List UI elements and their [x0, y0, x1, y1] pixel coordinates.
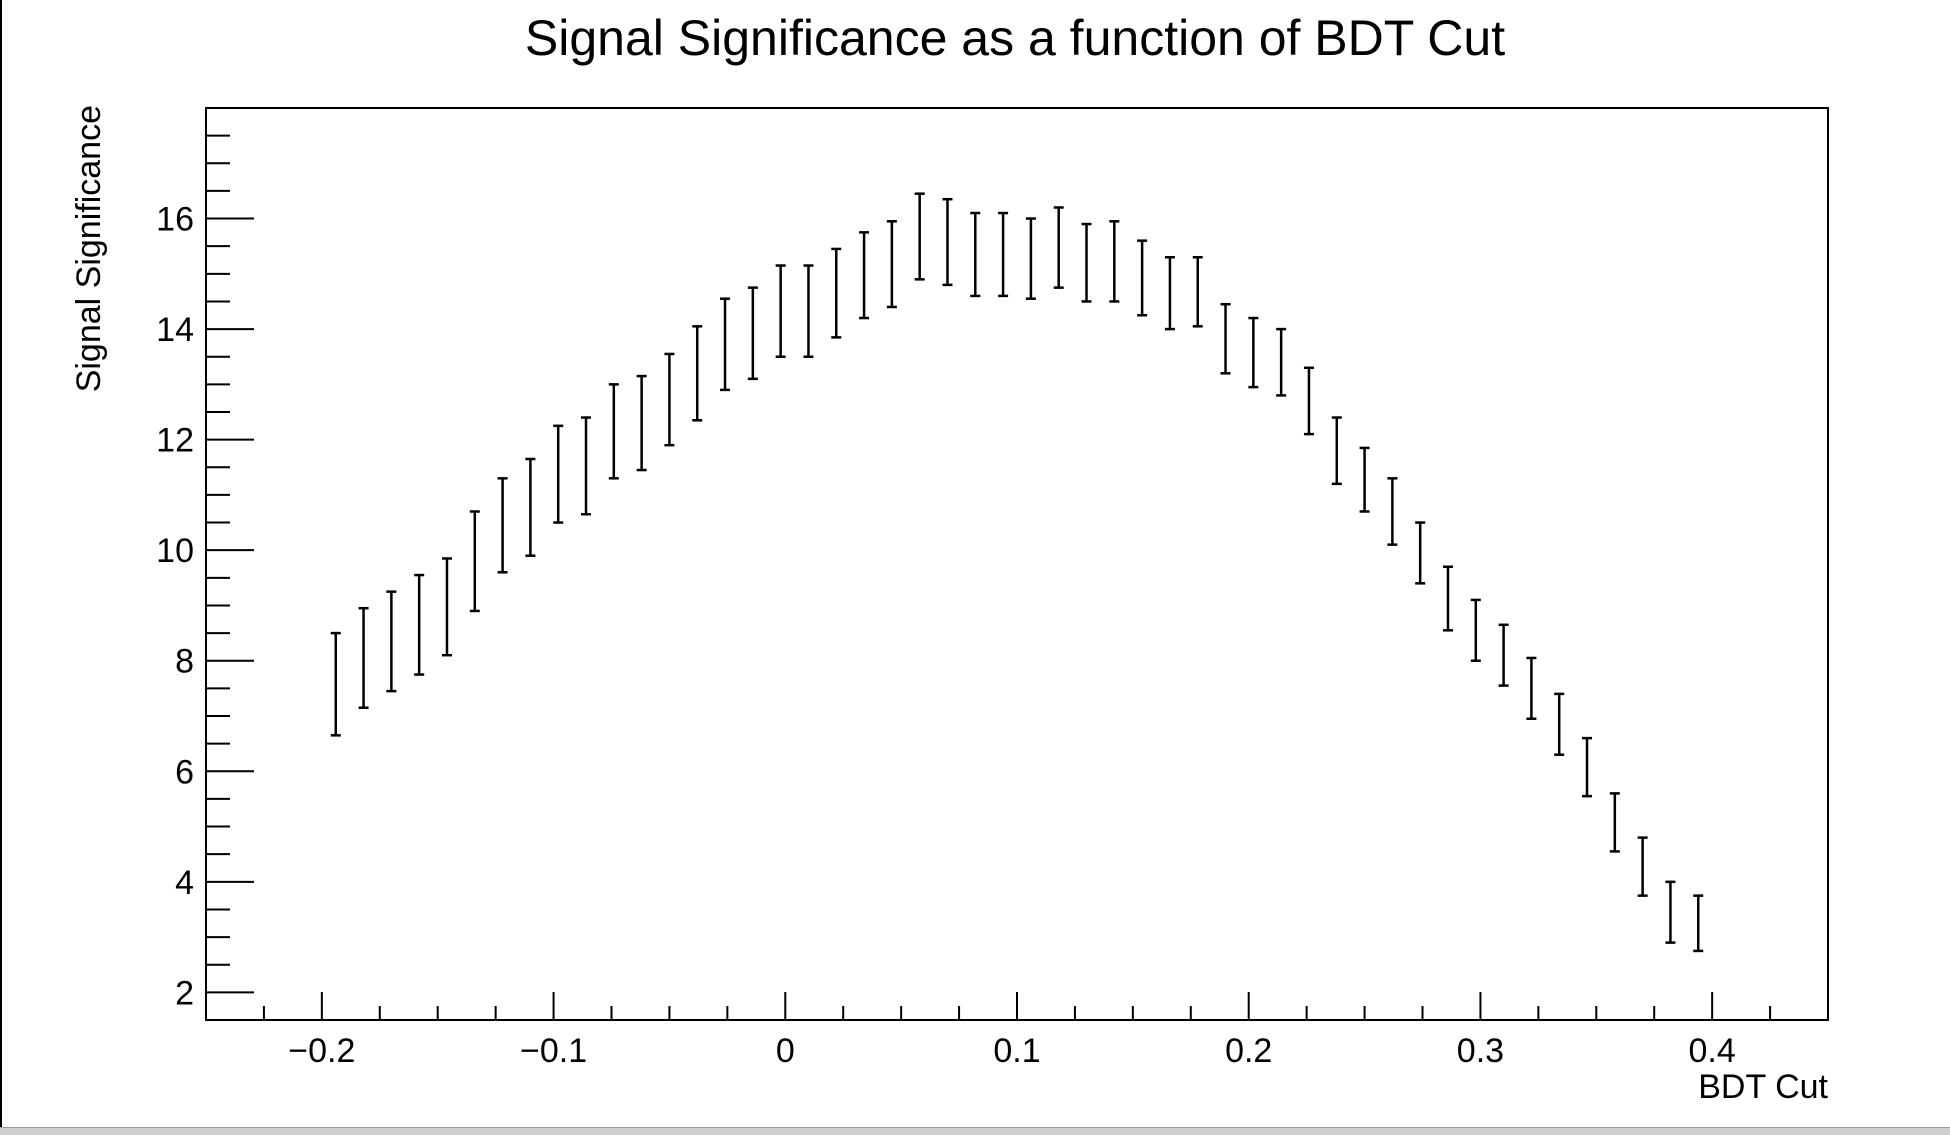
data-series [330, 192, 1704, 953]
error-bar [1387, 477, 1398, 546]
error-bar [1137, 239, 1148, 317]
error-bar [1025, 217, 1036, 300]
error-bar [886, 220, 897, 309]
x-tick-label: −0.1 [520, 1032, 587, 1070]
error-bar [469, 510, 480, 613]
error-bar [859, 231, 870, 320]
y-axis-label: Signal Significance [70, 105, 108, 392]
error-bar [775, 264, 786, 358]
x-tick-label: 0.3 [1457, 1032, 1504, 1070]
error-bar [1498, 623, 1509, 687]
error-bar [1554, 692, 1565, 756]
chart-title: Signal Significance as a function of BDT… [525, 10, 1505, 66]
x-axis-label: BDT Cut [1698, 1068, 1828, 1106]
error-bar [664, 352, 675, 447]
error-bar [553, 424, 564, 524]
y-tick-label: 16 [156, 201, 194, 239]
error-bar [1470, 598, 1481, 662]
x-tick-label: −0.2 [288, 1032, 355, 1070]
error-bar [581, 416, 592, 516]
x-tick-label: 0.2 [1225, 1032, 1272, 1070]
y-axis: 2 4 6 8 10 12 14 16 [156, 107, 254, 1021]
error-bar [803, 264, 814, 358]
error-bar [358, 606, 369, 709]
error-bar [942, 197, 953, 287]
error-bar [636, 374, 647, 472]
error-bar [1303, 366, 1314, 436]
y-tick-label: 8 [175, 643, 194, 681]
error-bar [330, 631, 341, 737]
y-tick-label: 6 [175, 753, 194, 791]
error-bar [1220, 302, 1231, 375]
x-tick-label: 0.4 [1689, 1032, 1736, 1070]
error-bar [1276, 327, 1287, 397]
error-bar [414, 573, 425, 676]
error-bar [1637, 836, 1648, 897]
x-tick-label: 0 [776, 1032, 795, 1070]
error-bar [1442, 565, 1453, 632]
error-bar [441, 557, 452, 657]
error-bar [1665, 880, 1676, 944]
error-bar [747, 286, 758, 381]
y-tick-label: 4 [175, 864, 194, 902]
x-axis: −0.2 −0.1 0 0.1 0.2 0.3 0.4 [205, 992, 1829, 1070]
error-bar [1415, 521, 1426, 585]
error-bar [386, 590, 397, 693]
error-bar [1582, 736, 1593, 798]
y-tick-label: 2 [175, 974, 194, 1012]
error-bar [1248, 316, 1259, 389]
plot-frame [205, 107, 1829, 1021]
error-bar [1109, 220, 1120, 303]
error-bar [1359, 446, 1370, 513]
error-bar [1331, 416, 1342, 486]
error-bar [1693, 894, 1704, 953]
y-tick-label: 12 [156, 422, 194, 460]
error-bar [1081, 222, 1092, 303]
error-bar [720, 297, 731, 392]
y-tick-label: 10 [156, 532, 194, 570]
error-bar [914, 192, 925, 281]
error-bar [1526, 656, 1537, 721]
error-bar [998, 211, 1009, 298]
error-bar [831, 247, 842, 339]
error-bar [1164, 255, 1175, 331]
error-bar [497, 477, 508, 574]
error-bar [970, 211, 981, 298]
error-bar [1192, 255, 1203, 328]
error-bar [692, 325, 703, 422]
x-tick-label: 0.1 [993, 1032, 1040, 1070]
error-bar [525, 457, 536, 557]
window-status-strip [0, 1127, 1950, 1135]
error-bar [608, 383, 619, 480]
error-bar [1053, 206, 1064, 289]
error-bar [1609, 792, 1620, 853]
y-tick-label: 14 [156, 311, 194, 349]
